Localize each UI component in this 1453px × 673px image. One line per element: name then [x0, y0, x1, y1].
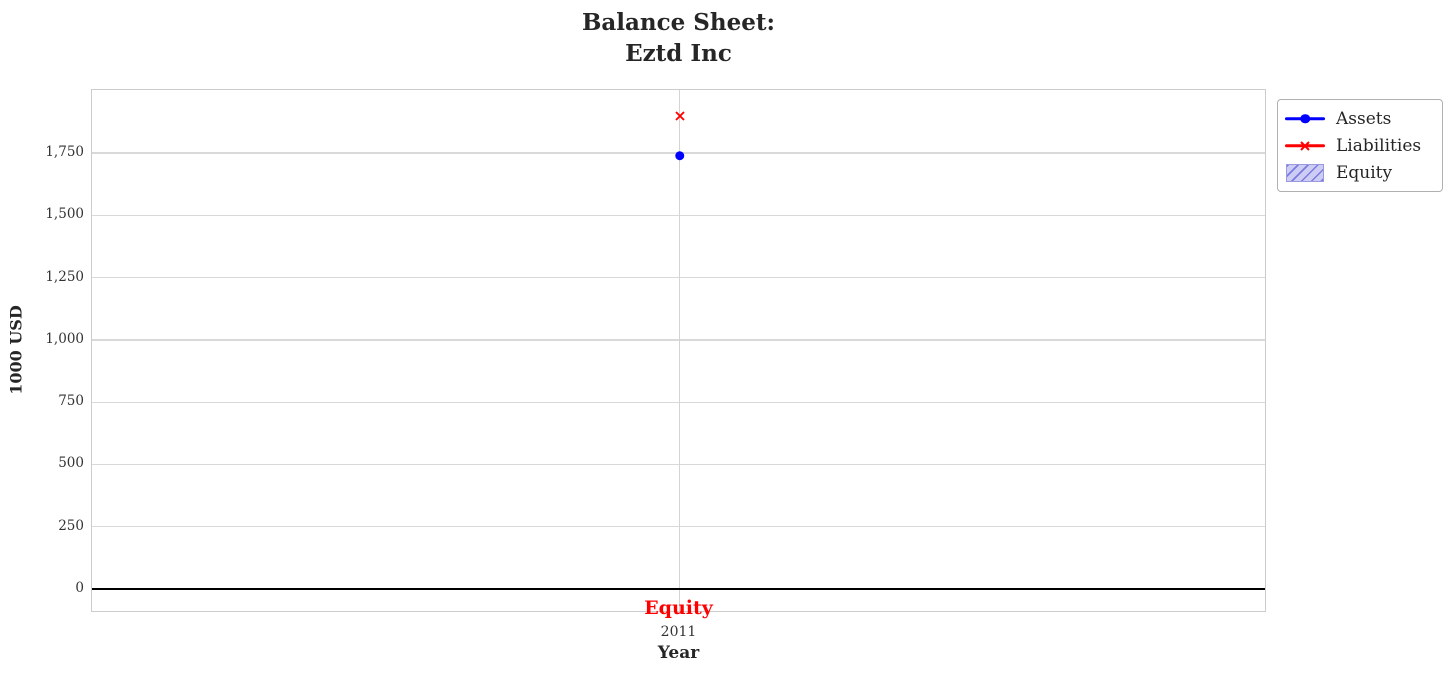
chart-title-line1: Balance Sheet: [581, 9, 776, 36]
chart-title: Balance Sheet: Eztd Inc [91, 7, 1266, 69]
equity-hatch-sample [1285, 163, 1325, 182]
equity-annotation: Equity [644, 597, 713, 619]
y-gridline [92, 339, 1265, 341]
y-tick-label: 1,000 [45, 330, 84, 347]
assets-data-marker [674, 150, 685, 161]
y-tick-label: 0 [75, 580, 84, 597]
legend-row-equity: Equity [1285, 159, 1434, 186]
y-gridline [92, 277, 1265, 279]
zero-axhline [92, 587, 1265, 591]
legend: Assets Liabilities Equity [1277, 99, 1443, 192]
assets-line-sample [1285, 110, 1325, 128]
legend-label-liabilities: Liabilities [1336, 135, 1422, 156]
plot-area [91, 89, 1266, 612]
y-tick-label: 1,750 [45, 144, 84, 161]
legend-row-liabilities: Liabilities [1285, 132, 1434, 159]
liabilities-line-sample [1285, 137, 1325, 155]
chart-title-line2: Eztd Inc [625, 40, 732, 67]
y-axis-label: 1000 USD [6, 305, 26, 395]
x-tick-label: 2011 [660, 624, 697, 640]
y-tick-label: 500 [58, 455, 84, 472]
liabilities-x-marker-icon [1300, 136, 1311, 155]
y-tick-label: 750 [58, 393, 84, 410]
y-gridline [92, 214, 1265, 216]
liabilities-data-marker [674, 106, 685, 125]
legend-label-equity: Equity [1336, 162, 1393, 183]
legend-label-assets: Assets [1336, 108, 1392, 129]
y-gridline [92, 526, 1265, 528]
y-tick-label: 250 [58, 517, 84, 534]
x-axis-label: Year [657, 643, 700, 663]
legend-row-assets: Assets [1285, 105, 1434, 132]
y-tick-label: 1,250 [45, 268, 84, 285]
x-gridline [678, 90, 681, 611]
equity-hatch-patch-icon [1286, 163, 1324, 182]
y-tick-label: 1,500 [45, 206, 84, 223]
y-gridline [92, 463, 1265, 466]
y-gridline [92, 401, 1265, 403]
assets-circle-marker-icon [1300, 113, 1310, 124]
